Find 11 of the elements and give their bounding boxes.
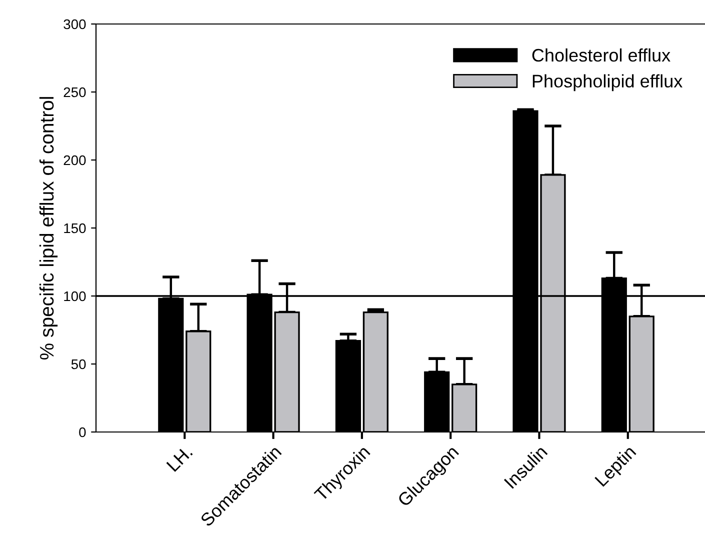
y-tick-label: 0 xyxy=(79,427,86,438)
y-tick-label: 300 xyxy=(64,19,86,30)
legend-label: Phospholipid efflux xyxy=(532,74,682,92)
y-tick-label: 250 xyxy=(64,87,86,98)
x-tick-label: LH. xyxy=(166,445,193,472)
y-tick-label: 150 xyxy=(64,223,86,234)
y-axis-title: % specific lipid efflux of control xyxy=(39,97,58,360)
y-tick-label: 50 xyxy=(71,359,86,370)
y-tick-label: 200 xyxy=(64,155,86,166)
legend-label: Cholesterol efflux xyxy=(532,48,670,62)
y-tick-label: 100 xyxy=(64,291,86,302)
